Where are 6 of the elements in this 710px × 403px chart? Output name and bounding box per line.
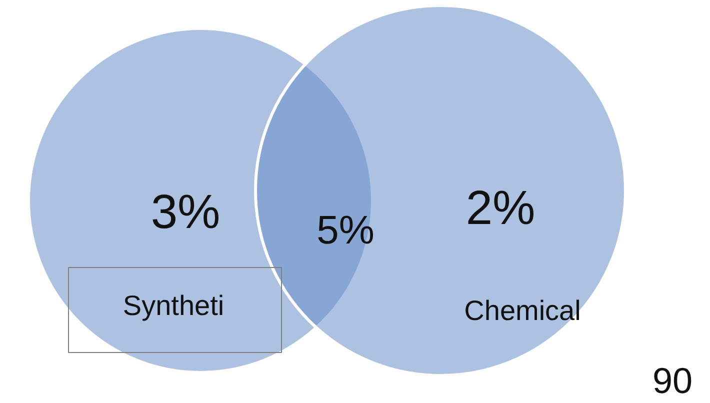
category-label: Chemical <box>464 295 581 326</box>
data-label: 2% <box>466 182 536 235</box>
text: 5% <box>316 208 374 252</box>
text: 90 <box>652 360 693 401</box>
category-label: Syntheti <box>122 290 224 321</box>
data-label: 3% <box>150 186 220 239</box>
